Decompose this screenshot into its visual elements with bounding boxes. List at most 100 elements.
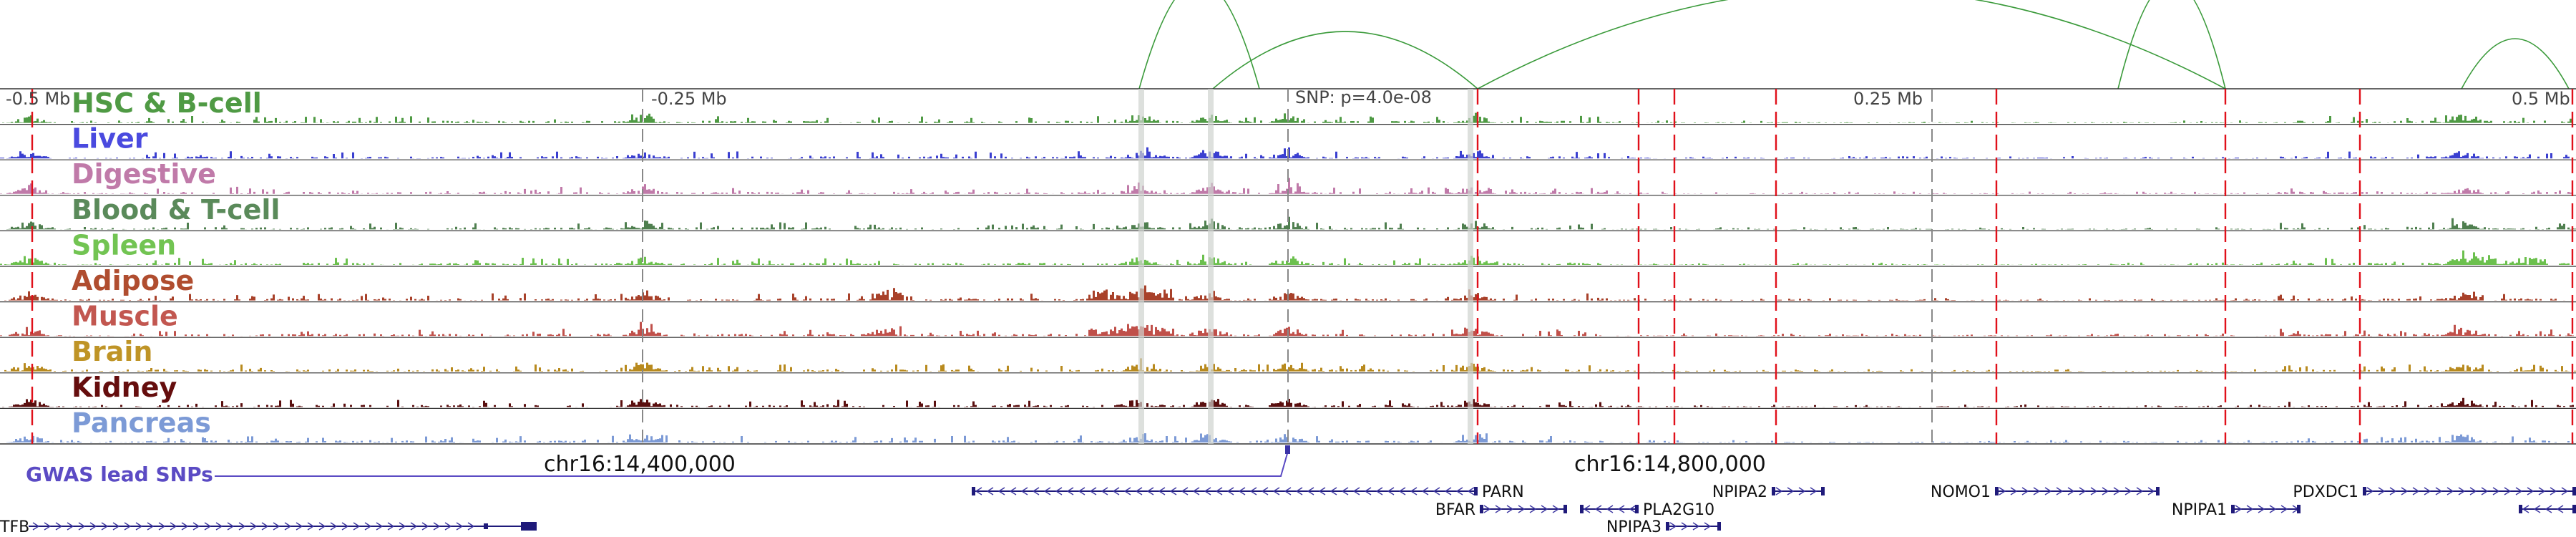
strand-arrow [1433,487,1440,495]
highlight-band [1468,89,1473,444]
strand-arrow [2469,487,2477,495]
strand-arrow [78,522,86,531]
chromatin-loops [1138,0,2570,90]
gwas-snp-marker [1285,445,1290,454]
strand-arrow [1594,505,1602,513]
strand-arrow [2533,505,2541,513]
loop-arc [2461,38,2570,90]
strand-arrow [341,522,349,531]
signal-track [0,250,2576,265]
strand-arrow [238,522,246,531]
gene[interactable]: NPIPA2 [1712,483,1825,501]
strand-arrow [1112,487,1120,495]
gene[interactable] [2519,505,2576,513]
strand-arrow [2067,487,2075,495]
scale-label: 0.25 Mb [1853,89,1923,109]
exon [972,487,975,495]
strand-arrow [2389,487,2397,495]
strand-arrow [250,522,258,531]
strand-arrow [170,522,177,531]
signal-track [0,112,2576,123]
gene[interactable]: BFAR [1435,501,1567,519]
strand-arrow [1158,487,1166,495]
strand-arrow [1318,487,1326,495]
loop-arc [1212,31,1478,90]
strand-arrow [1617,505,1625,513]
strand-arrow [318,522,326,531]
strand-arrow [204,522,212,531]
gene[interactable]: NPIPA1 [2172,501,2301,519]
gene[interactable]: PARN [972,483,1524,501]
strand-arrow [1181,487,1189,495]
strand-arrow [1810,487,1818,495]
exon [2156,487,2160,495]
strand-arrow [1495,505,1503,513]
gene-label: NPIPA2 [1712,483,1767,501]
strand-arrow [1681,522,1689,531]
exon [2297,505,2301,513]
strand-arrow [1055,487,1063,495]
strand-arrow [1364,487,1372,495]
strand-arrow [975,487,982,495]
gene[interactable]: PLA2G10 [1580,501,1714,519]
strand-arrow [1455,487,1463,495]
snp-label: SNP: p=4.0e-08 [1295,87,1432,107]
strand-arrow [1518,505,1526,513]
strand-arrow [1009,487,1017,495]
gene-label: NOMO1 [1931,483,1991,501]
scale-label: 0.5 Mb [2512,89,2570,109]
exon [1563,505,1567,513]
strand-arrow [2010,487,2018,495]
strand-arrow [2458,487,2466,495]
strand-arrow [112,522,120,531]
gene[interactable]: PDXDC1 [2293,483,2576,501]
strand-arrow [2550,487,2557,495]
exon [1666,522,1669,531]
track-label: Digestive [72,158,216,190]
signal-track [0,358,2576,372]
strand-arrow [147,522,155,531]
strand-arrow [1032,487,1040,495]
strand-arrow [330,522,338,531]
scale-label: -0.25 Mb [651,89,727,109]
strand-arrow [227,522,235,531]
gene-label: PLA2G10 [1643,501,1714,519]
strand-arrow [2435,487,2443,495]
strand-arrow [1606,505,1614,513]
strand-arrow [1284,487,1292,495]
gene-label: NPIPA1 [2172,501,2227,519]
strand-arrow [2269,505,2277,513]
scale-labels: -0.5 Mb -0.25 Mb 0.25 Mb 0.5 Mb SNP: p=4.0e-… [6,87,2570,109]
signal-area [0,112,2576,123]
strand-arrow [1583,505,1591,513]
strand-arrow [1787,487,1795,495]
exon [1772,487,1775,495]
strand-arrow [2515,487,2523,495]
strand-arrow [1506,505,1514,513]
exon [1580,505,1584,513]
signal-area [0,250,2576,265]
gene[interactable]: TFB [0,518,537,536]
strand-arrow [2522,505,2529,513]
signal-track [0,321,2576,337]
exon [1821,487,1825,495]
strand-arrow [192,522,200,531]
track-label: Adipose [72,265,194,296]
strand-arrow [2056,487,2064,495]
exon [521,522,537,531]
gene[interactable]: NPIPA3 [1606,518,1721,536]
strand-arrow [181,522,189,531]
strand-arrow [2090,487,2098,495]
strand-arrow [2235,505,2243,513]
signal-area [0,397,2576,407]
strand-arrow [433,522,441,531]
strand-arrow [1552,505,1560,513]
strand-arrow [1444,487,1452,495]
loop-arc [2117,0,2226,90]
strand-arrow [2258,505,2265,513]
strand-arrow [1483,505,1491,513]
gene[interactable]: NOMO1 [1931,483,2160,501]
strand-arrow [2412,487,2420,495]
strand-arrow [2401,487,2409,495]
